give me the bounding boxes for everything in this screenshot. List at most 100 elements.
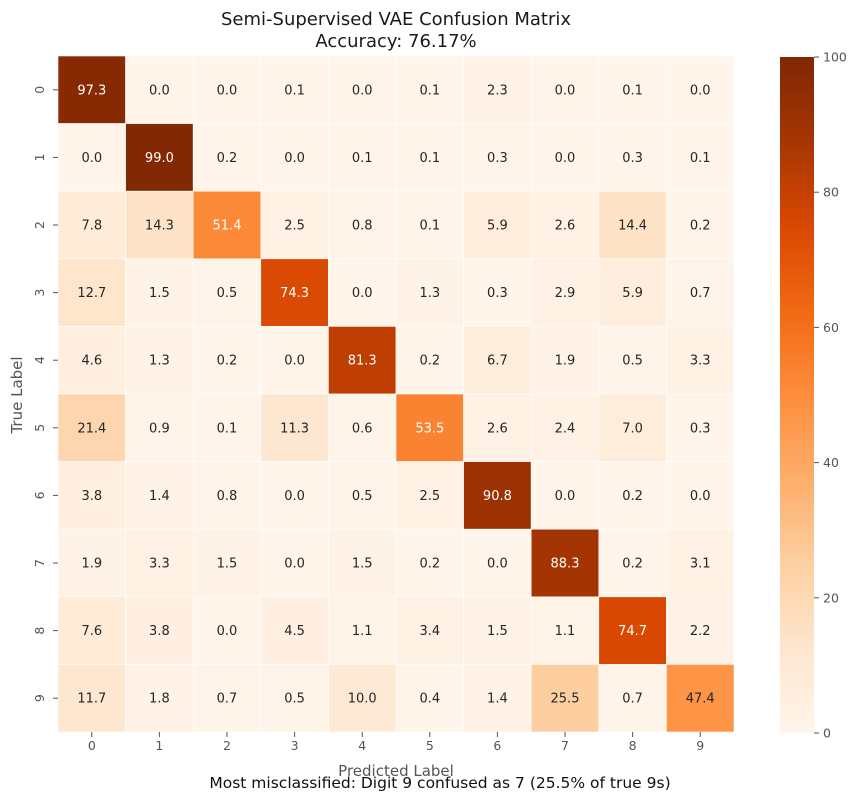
colorbar-tick-label: 60 [823, 320, 839, 335]
cell-value-label: 12.7 [77, 286, 106, 301]
heatmap-cell [57, 190, 126, 260]
heatmap-cell [666, 664, 735, 733]
cell-value-label: 0.1 [419, 83, 440, 98]
cell-value-label: 0.5 [352, 489, 373, 504]
cell-value-label: 0.1 [419, 151, 440, 166]
cell-value-label: 0.0 [555, 83, 576, 98]
colorbar-tick-label: 20 [823, 590, 839, 605]
x-tick-label: 7 [561, 738, 569, 753]
cell-value-label: 0.0 [487, 557, 508, 572]
cell-value-label: 0.0 [690, 83, 711, 98]
cell-value-label: 3.8 [81, 489, 102, 504]
cell-value-label: 0.3 [487, 286, 508, 301]
cell-value-label: 0.1 [284, 83, 305, 98]
x-tick-label: 6 [493, 738, 501, 753]
heatmap-cell [598, 596, 667, 665]
heatmap-cell [666, 55, 735, 124]
y-tick-label: 6 [32, 491, 47, 499]
cell-value-label: 3.3 [149, 557, 170, 572]
cell-value-label: 1.5 [217, 557, 238, 572]
cell-value-label: 3.4 [419, 624, 440, 639]
cell-value-label: 0.2 [217, 354, 238, 369]
heatmap-cell [57, 55, 126, 124]
heatmap-cell [260, 596, 329, 665]
heatmap-cell [530, 258, 600, 327]
y-tick-label: 9 [32, 694, 47, 702]
cell-value-label: 0.0 [284, 489, 305, 504]
heatmap-cell [395, 461, 464, 530]
cell-value-label: 1.1 [555, 624, 576, 639]
heatmap-cells: 97.3 0.0 0.0 0.1 0.0 0.1 2.3 0.0 0.1 0.0 0.0 99.0 0.… [57, 55, 735, 733]
cell-value-label: 97.3 [77, 83, 106, 98]
heatmap-cell [125, 664, 194, 733]
colorbar-tick-label: 0 [823, 726, 831, 741]
cell-value-label: 7.0 [622, 421, 643, 436]
cell-value-label: 3.8 [149, 624, 170, 639]
heatmap-cell [530, 190, 600, 260]
cell-value-label: 1.9 [81, 557, 102, 572]
heatmap-cell [463, 190, 532, 260]
cell-value-label: 0.0 [149, 83, 170, 98]
heatmap-cell [260, 528, 329, 598]
heatmap-cell [598, 461, 667, 530]
heatmap-cell [328, 596, 397, 665]
cell-value-label: 0.0 [284, 557, 305, 572]
heatmap-cell [395, 326, 464, 395]
heatmap-cell [395, 123, 464, 192]
cell-value-label: 1.4 [149, 489, 170, 504]
cell-value-label: 1.4 [487, 692, 508, 707]
colorbar-ticks: 0 20 40 60 80 100 [814, 50, 847, 741]
heatmap-cell [192, 596, 262, 665]
heatmap-cell [530, 528, 600, 598]
cell-value-label: 1.8 [149, 692, 170, 707]
cell-value-label: 88.3 [551, 557, 580, 572]
heatmap-cell [125, 528, 194, 598]
cell-value-label: 3.3 [690, 354, 711, 369]
cell-value-label: 47.4 [686, 692, 715, 707]
cell-value-label: 74.7 [618, 624, 647, 639]
y-tick-label: 2 [32, 221, 47, 229]
cell-value-label: 4.5 [284, 624, 305, 639]
cell-value-label: 0.1 [690, 151, 711, 166]
heatmap-cell [463, 326, 532, 395]
x-tick-label: 0 [88, 738, 96, 753]
heatmap-cell [192, 528, 262, 598]
colorbar [780, 57, 814, 733]
cell-value-label: 0.0 [81, 151, 102, 166]
x-axis-label: Predicted Label [338, 762, 454, 780]
cell-value-label: 0.1 [352, 151, 373, 166]
heatmap-cell [666, 123, 735, 192]
heatmap-cell [463, 393, 532, 462]
cell-value-label: 7.8 [81, 219, 102, 234]
x-tick-label: 8 [629, 738, 637, 753]
cell-value-label: 0.0 [352, 83, 373, 98]
heatmap-cell [666, 596, 735, 665]
cell-value-label: 0.2 [419, 557, 440, 572]
y-tick-label: 1 [32, 153, 47, 161]
heatmap-cell [328, 55, 397, 124]
cell-value-label: 0.3 [690, 421, 711, 436]
heatmap-cell [598, 393, 667, 462]
footer-note: Most misclassified: Digit 9 confused as … [209, 774, 670, 792]
heatmap-cell [530, 461, 600, 530]
cell-value-label: 10.0 [348, 692, 377, 707]
cell-value-label: 0.2 [217, 151, 238, 166]
heatmap-cell [260, 123, 329, 192]
x-tick-label: 1 [155, 738, 163, 753]
cell-value-label: 0.0 [555, 489, 576, 504]
heatmap-cell [598, 528, 667, 598]
heatmap-cell [57, 393, 126, 462]
chart-subtitle: Accuracy: 76.17% [315, 31, 476, 52]
heatmap-cell [463, 528, 532, 598]
cell-value-label: 0.0 [284, 151, 305, 166]
chart-title: Semi-Supervised VAE Confusion Matrix [221, 9, 571, 30]
heatmap-cell [395, 664, 464, 733]
heatmap-cell [328, 393, 397, 462]
heatmap-cell [57, 528, 126, 598]
heatmap-cell [328, 258, 397, 327]
heatmap-cell [530, 55, 600, 124]
y-axis-ticks: 0 1 2 3 4 5 6 7 8 9 [32, 86, 58, 702]
cell-value-label: 0.9 [149, 421, 170, 436]
cell-value-label: 0.2 [622, 489, 643, 504]
